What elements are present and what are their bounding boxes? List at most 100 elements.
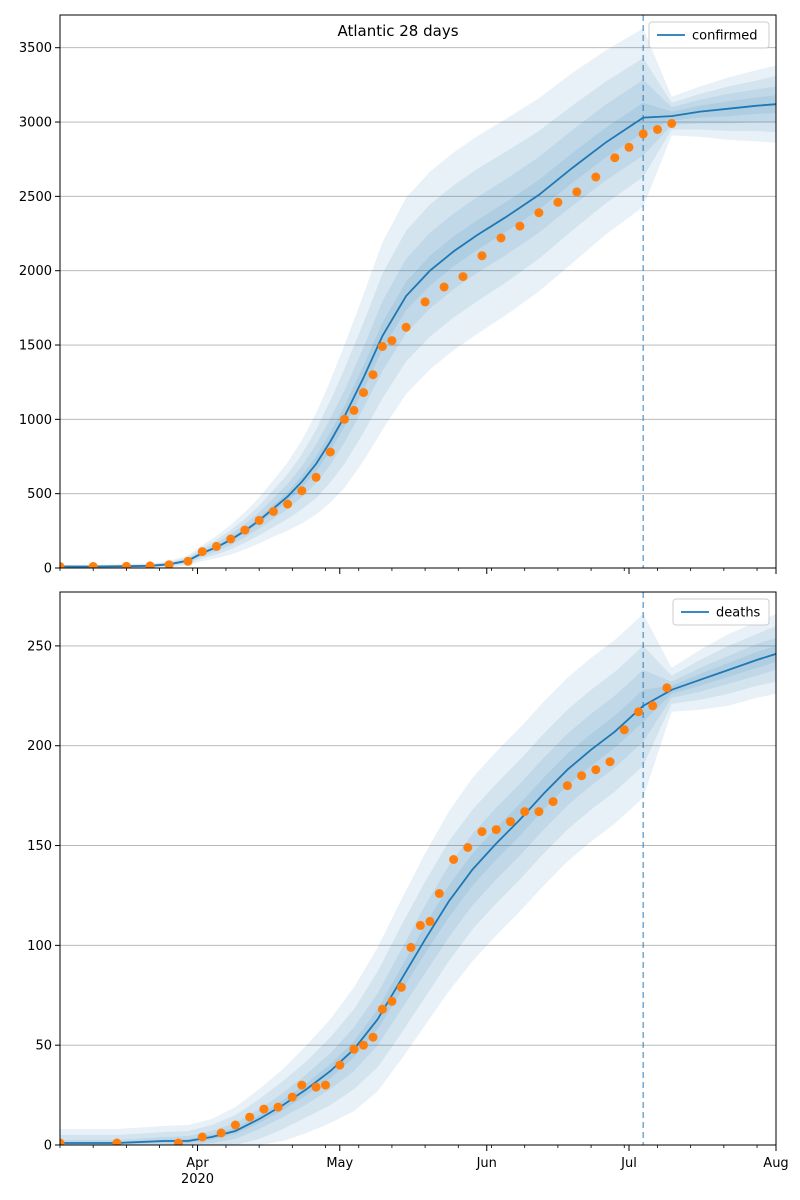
observed-point xyxy=(610,153,620,163)
x-tick-label: May xyxy=(326,1156,353,1171)
observed-point xyxy=(420,297,430,307)
legend-label: deaths xyxy=(716,606,761,621)
y-tick-label: 0 xyxy=(44,562,52,577)
observed-point xyxy=(174,1138,183,1145)
observed-point xyxy=(121,561,131,568)
observed-point xyxy=(425,916,435,926)
observed-point xyxy=(311,472,321,482)
observed-point xyxy=(406,942,416,952)
observed-point xyxy=(212,541,221,551)
observed-point xyxy=(359,388,368,398)
observed-point xyxy=(477,827,487,837)
axes-frame xyxy=(59,14,777,569)
x-tick-label: Jul xyxy=(620,1156,637,1171)
y-tick-label: 250 xyxy=(27,639,52,654)
observed-point xyxy=(273,1102,283,1112)
observed-point xyxy=(321,1080,330,1090)
observed-point xyxy=(572,187,582,197)
observed-point xyxy=(254,515,264,525)
y-tick-label: 3500 xyxy=(19,41,52,56)
observed-point xyxy=(638,129,648,139)
observed-point xyxy=(183,556,193,566)
legend-box xyxy=(672,598,770,626)
observed-point xyxy=(458,272,468,282)
observed-point xyxy=(387,996,397,1006)
observed-point xyxy=(88,562,98,568)
y-tick-label: 1500 xyxy=(19,339,52,354)
observed-point xyxy=(240,525,250,535)
observed-point xyxy=(648,701,658,711)
observed-point xyxy=(259,1104,269,1114)
observed-point xyxy=(197,547,207,557)
observed-point xyxy=(60,562,65,568)
observed-point xyxy=(434,889,444,898)
observed-point xyxy=(377,342,387,351)
figure-title: Atlantic 28 days xyxy=(337,22,458,40)
observed-point xyxy=(506,817,515,827)
observed-point xyxy=(226,534,236,544)
observed-point xyxy=(577,771,587,781)
y-tick-label: 100 xyxy=(27,939,52,954)
observed-point xyxy=(112,1138,122,1145)
x-tick-label: Aug xyxy=(763,1156,788,1171)
observed-point xyxy=(377,1004,387,1014)
observed-point xyxy=(624,142,634,152)
uncertainty-band-4 xyxy=(60,614,776,1145)
y-tick-label: 2000 xyxy=(19,264,52,279)
observed-point xyxy=(415,920,425,930)
axes-frame xyxy=(59,591,777,1146)
observed-point xyxy=(216,1128,226,1138)
uncertainty-band-3 xyxy=(60,58,776,568)
observed-point xyxy=(401,322,411,332)
observed-point xyxy=(520,807,530,817)
confirmed-panel: 0 500 1000 1500 2000 2500 3000 3500 confirmed xyxy=(19,14,777,577)
observed-point xyxy=(619,725,629,735)
observed-point xyxy=(449,855,459,864)
observed-point xyxy=(359,1040,368,1050)
observed-point xyxy=(496,233,506,243)
observed-point xyxy=(297,1080,307,1090)
observed-point xyxy=(145,561,155,568)
plot-area xyxy=(60,592,776,1145)
observed-point xyxy=(283,499,293,509)
observed-point xyxy=(340,414,349,424)
observed-point xyxy=(287,1092,297,1102)
observed-point xyxy=(653,125,662,134)
observed-point xyxy=(368,370,378,380)
observed-point xyxy=(534,208,544,218)
y-tick-label: 2500 xyxy=(19,190,52,205)
observed-point xyxy=(396,982,406,992)
y-tick-label: 200 xyxy=(27,739,52,754)
x-tick-label: Jun xyxy=(476,1156,497,1171)
y-tick-label: 500 xyxy=(27,487,52,502)
x-year-label: 2020 xyxy=(181,1172,214,1187)
plot-area xyxy=(60,15,776,568)
observed-point xyxy=(548,797,558,807)
y-tick-label: 0 xyxy=(44,1139,52,1154)
observed-point xyxy=(297,486,307,496)
y-tick-label: 150 xyxy=(27,839,52,854)
observed-point xyxy=(667,119,677,128)
observed-point xyxy=(325,447,335,457)
observed-point xyxy=(515,221,525,231)
observed-point xyxy=(553,197,563,207)
observed-point xyxy=(634,707,643,717)
observed-point xyxy=(349,405,359,415)
observed-point xyxy=(591,765,601,775)
observed-point xyxy=(197,1132,207,1142)
legend: deaths xyxy=(672,598,770,626)
y-tick-label: 50 xyxy=(35,1039,52,1054)
observed-point xyxy=(268,507,278,516)
observed-point xyxy=(387,336,397,346)
uncertainty-band-4 xyxy=(60,28,776,568)
legend: confirmed xyxy=(648,21,770,49)
observed-point xyxy=(245,1112,255,1122)
observed-point xyxy=(477,251,487,261)
legend-box xyxy=(648,21,770,49)
uncertainty-band-2 xyxy=(60,637,776,1145)
observed-point xyxy=(230,1120,240,1130)
observed-point xyxy=(534,807,544,817)
observed-point xyxy=(335,1060,345,1070)
legend-label: confirmed xyxy=(692,29,758,44)
